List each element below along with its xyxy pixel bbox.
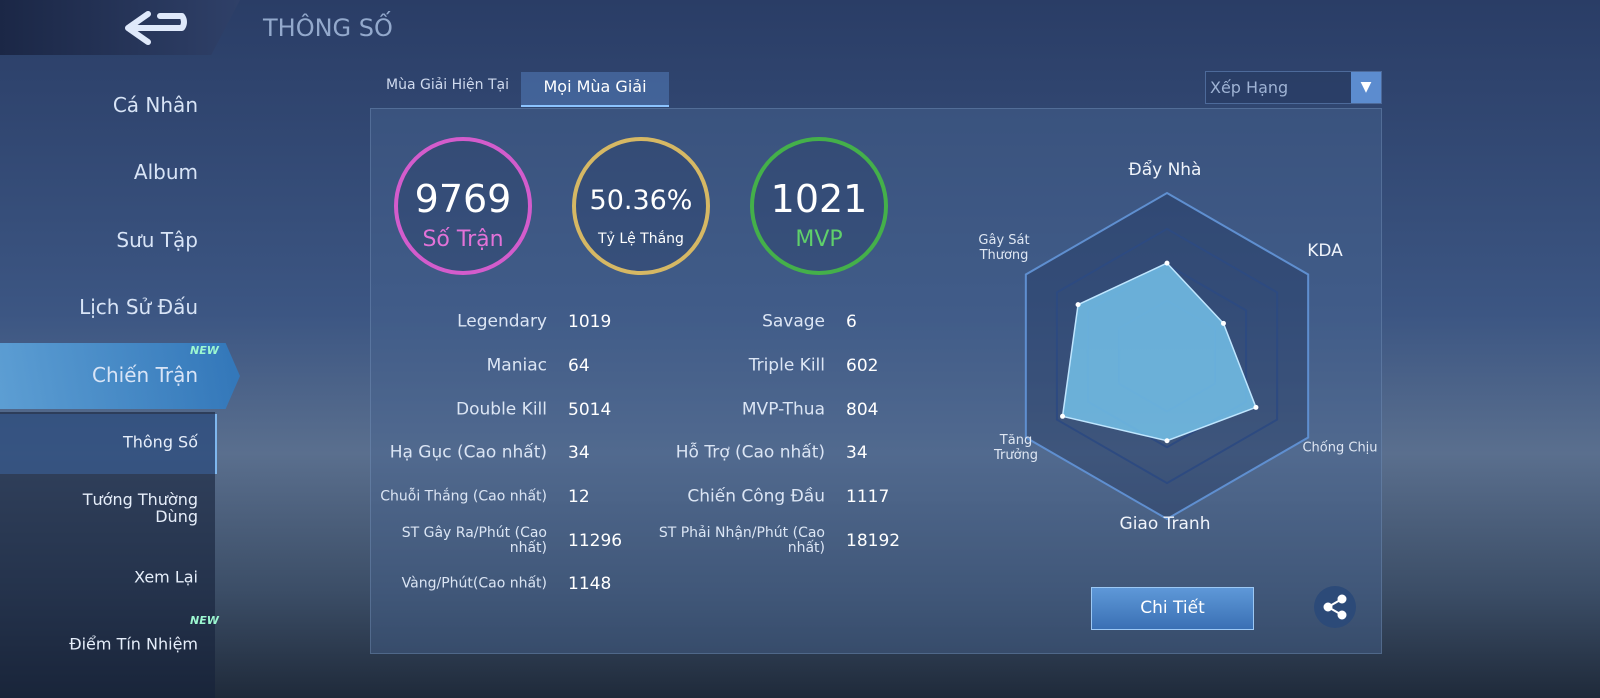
summary-label: MVP [795,227,843,252]
summary-value: 1021 [770,177,868,221]
summary-circle: 9769 Số Trận [394,137,532,275]
stat-value: 1117 [846,487,890,507]
radar-label: KDA [1307,241,1343,261]
summary-value: 50.36% [589,185,693,216]
stat-value: 804 [846,400,879,420]
submenu-item[interactable]: Điểm Tín Nhiệm [69,634,198,654]
new-badge: NEW [190,344,219,357]
radar-label: Gây Sát Thương [978,233,1030,263]
stat-value: 34 [568,443,590,463]
stat-label: Triple Kill [748,355,825,376]
stat-value: 64 [568,356,590,376]
stat-label: Maniac [486,355,547,376]
radar-point [1060,413,1066,419]
active-highlight [0,343,240,409]
radar-label: Giao Tranh [1119,514,1211,534]
summary-label: Tỷ Lệ Thắng [598,231,684,247]
dropdown-label: Xếp Hạng [1210,78,1289,97]
summary-circle: 1021 MVP [750,137,888,275]
stat-value: 6 [846,312,857,332]
submenu-item[interactable]: Thông Số [122,432,198,452]
submenu-item[interactable]: Tướng Thường Dùng [82,490,198,526]
stat-value: 11296 [568,531,623,551]
menu-item[interactable]: Sưu Tập [116,228,198,252]
stat-label: MVP-Thua [741,399,825,420]
stat-value: 602 [846,356,879,376]
radar-point [1253,404,1259,410]
tab[interactable]: Mùa Giải Hiện Tại [386,77,510,93]
stat-value: 1019 [568,312,612,332]
radar-ring [1055,227,1279,485]
radar-point [1164,260,1170,266]
radar-label: Tăng Trưởng [993,433,1039,463]
submenu-item[interactable]: Xem Lại [134,567,198,587]
summary-circle: 50.36% Tỷ Lệ Thắng [572,137,710,275]
stat-value: 12 [568,487,590,507]
menu-item[interactable]: Cá Nhân [112,93,198,117]
stat-value: 18192 [846,531,901,551]
radar-point [1164,438,1170,444]
stat-label: Vàng/Phút(Cao nhất) [401,575,547,592]
menu-item[interactable]: Lịch Sử Đấu [79,295,198,319]
dropdown[interactable]: Xếp Hạng ▼ [1205,71,1382,104]
radar-label: Đẩy Nhà [1128,160,1202,180]
menu-item[interactable]: Chiến Trận [92,363,198,387]
tab-active[interactable]: Mọi Mùa Giải [521,72,669,107]
stat-label: Legendary [457,311,547,332]
back-button[interactable] [120,8,200,48]
page-title: THÔNG SỐ [263,14,393,42]
summary-label: Số Trận [422,227,504,252]
radar-label: Chống Chịu [1302,440,1378,456]
stat-value: 1148 [568,574,612,594]
stat-label: ST Gây Ra/Phút (Cao nhất) [401,525,547,556]
stat-label: Savage [762,311,825,332]
stat-label: Double Kill [456,399,547,420]
summary-value: 9769 [414,177,512,221]
back-bar [0,0,240,55]
stat-label: Hỗ Trợ (Cao nhất) [675,442,825,463]
stat-label: Hạ Gục (Cao nhất) [389,442,547,463]
dropdown-arrow: ▼ [1351,72,1381,103]
new-badge: NEW [190,614,219,627]
radar-point [1075,302,1081,308]
detail-button[interactable]: Chi Tiết [1091,587,1254,630]
stat-label: Chuỗi Thắng (Cao nhất) [380,488,547,505]
menu-item[interactable]: Album [133,160,198,184]
share-button[interactable] [1313,585,1357,629]
stat-label: Chiến Công Đầu [687,486,825,507]
stat-value: 5014 [568,400,612,420]
radar-point [1220,320,1226,326]
submenu-active [0,414,217,474]
stat-value: 34 [846,443,868,463]
stat-label: ST Phải Nhận/Phút (Cao nhất) [658,525,825,556]
